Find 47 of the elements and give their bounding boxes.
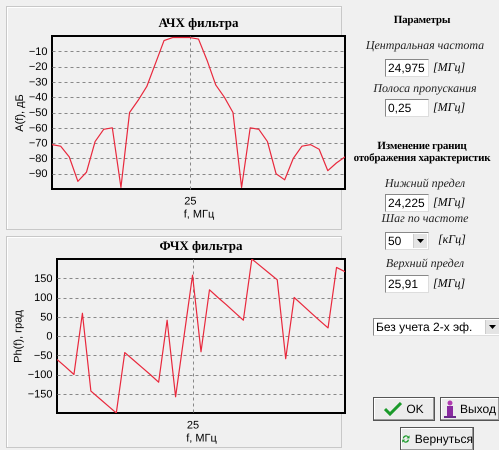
text: Изменение границ отображения характеристик: [352, 140, 492, 164]
line-series: [57, 259, 345, 413]
text: [МГц]: [433, 195, 466, 210]
y-tick-label: 50: [40, 311, 52, 324]
text: Выход: [460, 402, 496, 416]
y-tick-label: −30: [28, 76, 48, 88]
x-axis-title: f, МГц: [184, 208, 215, 220]
text: [МГц]: [433, 60, 466, 75]
y-tick-label: −100: [28, 369, 52, 381]
y-tick-label: −70: [28, 138, 48, 150]
text: Шаг по частоте: [380, 211, 470, 226]
y-tick-label: −60: [28, 122, 48, 134]
y-tick-label: −50: [34, 350, 52, 362]
y-tick-label: 150: [34, 272, 52, 285]
text: Без учета 2-х эф.: [376, 320, 472, 334]
y-tick-label: −90: [28, 168, 48, 180]
text: [кГц]: [438, 232, 466, 247]
text: 24,975: [385, 59, 429, 77]
y-tick-label: −150: [28, 388, 52, 400]
x-axis-title: f, МГц: [186, 432, 218, 444]
y-tick-label: −20: [28, 61, 48, 74]
text: 0,25: [385, 99, 429, 117]
text: [МГц]: [433, 100, 466, 115]
text: 24,225: [385, 194, 429, 212]
chart-title: АЧХ фильтра: [158, 15, 240, 30]
y-tick-label: 0: [46, 330, 52, 342]
text: [МГц]: [433, 276, 466, 291]
y-axis-title: Ph(f), град: [12, 310, 25, 363]
text: 25,91: [385, 275, 429, 293]
x-tick-label: 25: [184, 196, 197, 208]
y-tick-label: 100: [34, 292, 52, 304]
y-tick-label: −50: [28, 107, 48, 119]
y-tick-label: −80: [28, 152, 48, 165]
text: 50: [388, 234, 402, 248]
chart-title: ФЧХ фильтра: [160, 238, 243, 253]
y-tick-label: −40: [28, 92, 48, 104]
x-tick-label: 25: [186, 420, 200, 432]
text: Полоса пропускания: [372, 81, 478, 96]
text: Вернуться: [414, 432, 473, 446]
text: OK: [406, 402, 424, 416]
y-tick-label: −10: [28, 46, 48, 58]
text: Верхний предел: [384, 256, 466, 271]
text: Параметры: [392, 14, 452, 26]
line-series: [52, 36, 345, 188]
text: Нижний предел: [384, 176, 466, 191]
y-axis-title: A(f), дБ: [14, 94, 26, 132]
text: Центральная частота: [364, 38, 486, 53]
